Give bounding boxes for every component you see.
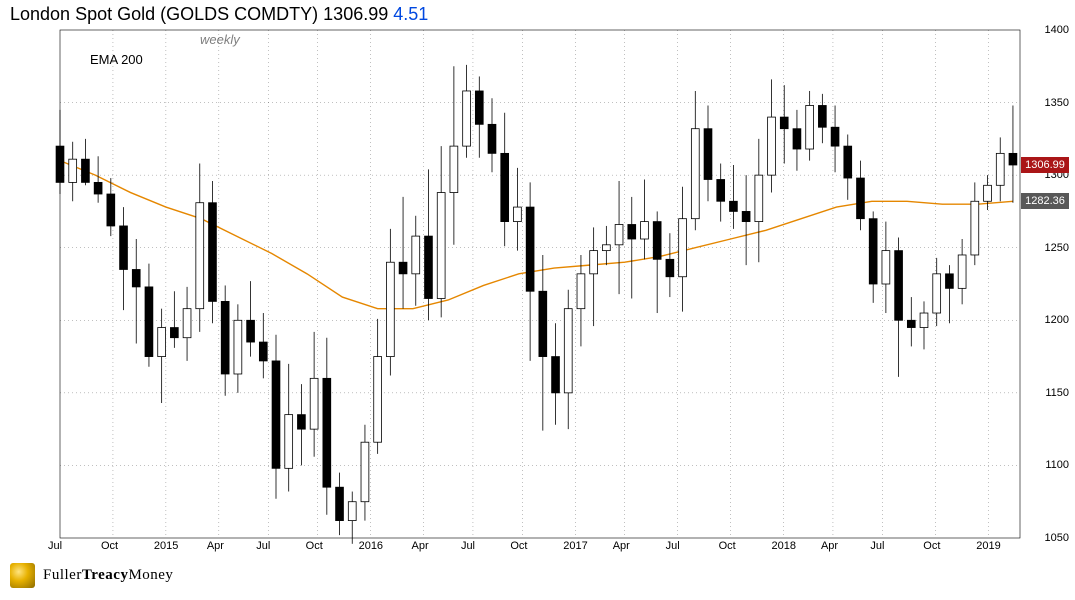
branding: FullerTreacyMoney xyxy=(10,563,245,588)
y-tick: 1100 xyxy=(1024,459,1069,471)
globe-icon xyxy=(10,563,35,588)
x-tick: Oct xyxy=(923,540,940,552)
x-tick: 2017 xyxy=(563,540,587,552)
x-tick: Jul xyxy=(666,540,680,552)
x-tick: Jul xyxy=(461,540,475,552)
chart-container: London Spot Gold (GOLDS COMDTY) 1306.99 … xyxy=(0,0,1075,600)
brand-text: FullerTreacyMoney xyxy=(43,567,173,584)
last-price-flag: 1306.99 xyxy=(1021,157,1069,173)
ema-price-flag: 1282.36 xyxy=(1021,193,1069,209)
x-tick: Apr xyxy=(821,540,838,552)
y-tick: 1200 xyxy=(1024,314,1069,326)
x-tick: Jul xyxy=(256,540,270,552)
x-tick: Jul xyxy=(48,540,62,552)
x-tick: Oct xyxy=(719,540,736,552)
x-tick: Apr xyxy=(613,540,630,552)
y-tick: 1050 xyxy=(1024,532,1069,544)
x-tick: 2016 xyxy=(359,540,383,552)
x-tick: 2018 xyxy=(772,540,796,552)
y-tick: 1150 xyxy=(1024,387,1069,399)
x-tick: 2019 xyxy=(976,540,1000,552)
x-tick: Oct xyxy=(306,540,323,552)
y-tick: 1350 xyxy=(1024,97,1069,109)
y-tick: 1400 xyxy=(1024,24,1069,36)
x-tick: Apr xyxy=(207,540,224,552)
x-tick: Apr xyxy=(412,540,429,552)
x-tick: 2015 xyxy=(154,540,178,552)
x-tick: Oct xyxy=(101,540,118,552)
y-tick: 1250 xyxy=(1024,242,1069,254)
price-chart xyxy=(0,0,1075,553)
x-tick: Oct xyxy=(510,540,527,552)
x-tick: Jul xyxy=(870,540,884,552)
